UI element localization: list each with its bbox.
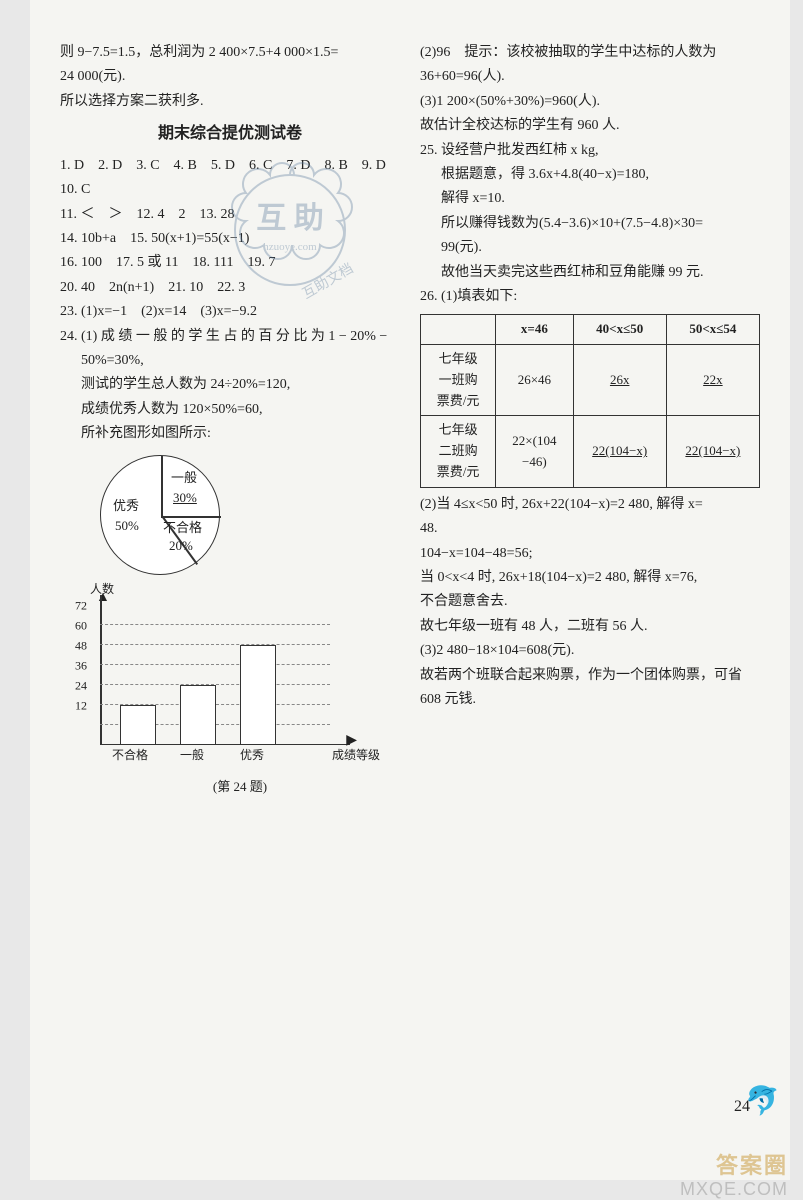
section-title: 期末综合提优测试卷 (60, 121, 400, 147)
answers-4: 14. 10b+a 15. 50(x+1)=55(x−1) (60, 228, 400, 250)
pie-label-normal-pct: 30% (173, 488, 197, 509)
q25-5: 99(元). (420, 237, 760, 259)
answers-1: 1. D 2. D 3. C 4. B 5. D 6. C 7. D 8. B … (60, 155, 400, 177)
table-row: 七年级 一班购 票费/元 26×46 26x 22x (421, 345, 760, 416)
x-axis-title: 成绩等级 (332, 746, 380, 765)
grid-48 (100, 664, 330, 665)
ytick-48: 48 (75, 637, 87, 656)
q24c-1: (2)96 提示：该校被抽取的学生中达标的人数为 (420, 42, 760, 64)
row2-c3: 22(104−x) (666, 416, 759, 487)
pie-label-fail-pct: 20% (169, 536, 193, 557)
bar-fail (120, 705, 156, 745)
th-40-50: 40<x≤50 (573, 315, 666, 345)
row1-c3-val: 22x (703, 372, 723, 387)
two-column-layout: 则 9−7.5=1.5，总利润为 2 400×7.5+4 000×1.5= 24… (60, 40, 760, 798)
th-x46: x=46 (496, 315, 573, 345)
pie-label-excellent: 优秀 (113, 496, 139, 517)
row2-c1: 22×(104 −46) (496, 416, 573, 487)
answers-6: 20. 40 2n(n+1) 21. 10 22. 3 (60, 277, 400, 299)
q24c-3: (3)1 200×(50%+30%)=960(人). (420, 91, 760, 113)
dolphin-icon: 🐬 (745, 1080, 780, 1125)
xlabel-fail: 不合格 (112, 746, 148, 765)
pre-line-1: 则 9−7.5=1.5，总利润为 2 400×7.5+4 000×1.5= (60, 42, 400, 64)
table-header-row: x=46 40<x≤50 50<x≤54 (421, 315, 760, 345)
q24-line-2: 50%=30%, (60, 350, 400, 372)
q26a-6: 故七年级一班有 48 人，二班有 56 人. (420, 616, 760, 638)
watermark-bottom: 答案圈 (716, 1148, 788, 1180)
q26a-3: 104−x=104−48=56; (420, 543, 760, 565)
q26a-2: 48. (420, 518, 760, 540)
bar-normal (180, 685, 216, 745)
row2-label: 七年级 二班购 票费/元 (421, 416, 496, 487)
th-50-54: 50<x≤54 (666, 315, 759, 345)
chart-caption: (第 24 题) (80, 777, 400, 798)
row2-c3-val: 22(104−x) (685, 443, 740, 458)
grid-72 (100, 624, 330, 625)
row1-c3: 22x (666, 345, 759, 416)
row1-label: 七年级 一班购 票费/元 (421, 345, 496, 416)
row1-c2: 26x (573, 345, 666, 416)
pie-divider-1 (161, 456, 163, 516)
q26a-4: 当 0<x<4 时, 26x+18(104−x)=2 480, 解得 x=76, (420, 567, 760, 589)
y-axis (100, 595, 102, 745)
bar-chart: 人数 ▲ ▶ 12 24 36 48 60 72 (60, 585, 360, 775)
ytick-12: 12 (75, 697, 87, 716)
left-column: 则 9−7.5=1.5，总利润为 2 400×7.5+4 000×1.5= 24… (60, 40, 400, 798)
watermark-bottom-url: MXQE.COM (680, 1179, 788, 1200)
q24-line-1: 24. (1) 成 绩 一 般 的 学 生 占 的 百 分 比 为 1 − 20… (60, 326, 400, 348)
pre-line-2: 24 000(元). (60, 66, 400, 88)
q26a-5: 不合题意舍去. (420, 591, 760, 613)
pie-label-excellent-pct: 50% (115, 516, 139, 537)
row2-c2: 22(104−x) (573, 416, 666, 487)
q26a-8: 故若两个班联合起来购票，作为一个团体购票，可省 (420, 665, 760, 687)
q25-3: 解得 x=10. (420, 188, 760, 210)
ytick-72: 72 (75, 597, 87, 616)
row1-c2-val: 26x (610, 372, 630, 387)
answers-5: 16. 100 17. 5 或 11 18. 111 19. 7 (60, 252, 400, 274)
q25-2: 根据题意，得 3.6x+4.8(40−x)=180, (420, 164, 760, 186)
page: 则 9−7.5=1.5，总利润为 2 400×7.5+4 000×1.5= 24… (30, 0, 790, 1180)
grid-60 (100, 644, 330, 645)
th-blank (421, 315, 496, 345)
q24-line-4: 成绩优秀人数为 120×50%=60, (60, 399, 400, 421)
q26-intro: 26. (1)填表如下: (420, 286, 760, 308)
arrow-up-icon: ▲ (96, 587, 110, 609)
ytick-24: 24 (75, 677, 87, 696)
pre-line-3: 所以选择方案二获利多. (60, 91, 400, 113)
q25-4: 所以赚得钱数为(5.4−3.6)×10+(7.5−4.8)×30= (420, 213, 760, 235)
q26a-7: (3)2 480−18×104=608(元). (420, 640, 760, 662)
q26a-1: (2)当 4≤x<50 时, 26x+22(104−x)=2 480, 解得 x… (420, 494, 760, 516)
q25-1: 25. 设经营户批发西红柿 x kg, (420, 140, 760, 162)
q26a-9: 608 元钱. (420, 689, 760, 711)
table-row: 七年级 二班购 票费/元 22×(104 −46) 22(104−x) 22(1… (421, 416, 760, 487)
pie-chart: 一般 30% 优秀 50% 不合格 20% (100, 455, 220, 575)
q24-line-5: 所补充图形如图所示: (60, 423, 400, 445)
ytick-36: 36 (75, 657, 87, 676)
xlabel-excellent: 优秀 (240, 746, 264, 765)
pie-label-normal: 一般 (171, 468, 197, 489)
q24c-2: 36+60=96(人). (420, 66, 760, 88)
bar-excellent (240, 645, 276, 745)
q26-table: x=46 40<x≤50 50<x≤54 七年级 一班购 票费/元 26×46 … (420, 314, 760, 488)
xlabel-normal: 一般 (180, 746, 204, 765)
row2-c2-val: 22(104−x) (592, 443, 647, 458)
row1-c1: 26×46 (496, 345, 573, 416)
q24-line-3: 测试的学生总人数为 24÷20%=120, (60, 374, 400, 396)
q24c-4: 故估计全校达标的学生有 960 人. (420, 115, 760, 137)
right-column: (2)96 提示：该校被抽取的学生中达标的人数为 36+60=96(人). (3… (420, 40, 760, 798)
ytick-60: 60 (75, 617, 87, 636)
answers-2: 10. C (60, 179, 400, 201)
q25-6: 故他当天卖完这些西红柿和豆角能赚 99 元. (420, 262, 760, 284)
answers-3: 11. ＜ ＞ 12. 4 2 13. 28 (60, 204, 400, 226)
answers-7: 23. (1)x=−1 (2)x=14 (3)x=−9.2 (60, 301, 400, 323)
